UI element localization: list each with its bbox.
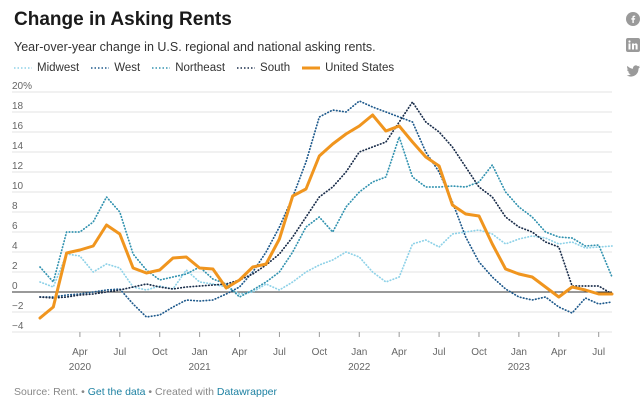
footer-created-with: • Created with — [145, 386, 217, 398]
line-chart: −4 −2 0 2 4 6 8 10 12 14 16 18 20% Apr 2020 Jul Oct Jan 2… — [12, 81, 614, 373]
y-tick-label: 2 — [12, 261, 18, 272]
legend-label-midwest: Midwest — [37, 62, 80, 74]
x-tick-label: Jan — [192, 347, 208, 358]
y-tick-label: 20% — [12, 81, 32, 92]
x-axis: Apr 2020 Jul Oct Jan 2021 Apr Jul Oct Jan 2022 Apr J… — [69, 332, 605, 373]
series-line-united-states — [38, 113, 614, 320]
y-axis: −4 −2 0 2 4 6 8 10 12 14 16 18 20% — [12, 81, 32, 332]
x-tick-year-label: 2023 — [508, 362, 531, 373]
get-data-link[interactable]: Get the data — [87, 386, 146, 398]
x-tick-label: Jan — [351, 347, 367, 358]
chart-title: Change in Asking Rents — [14, 9, 232, 30]
legend-item-south: South — [237, 62, 290, 74]
legend-swatch-united-states — [302, 66, 321, 70]
footer-separator: • — [81, 386, 88, 398]
legend-label-united-states: United States — [325, 62, 395, 74]
x-tick-year-label: 2022 — [348, 362, 371, 373]
y-tick-label: 8 — [12, 201, 18, 212]
y-tick-label: 4 — [12, 241, 18, 252]
legend-item-united-states: United States — [302, 62, 394, 74]
series-lines — [38, 100, 614, 320]
x-tick-year-label: 2021 — [189, 362, 212, 373]
x-tick-label: Jul — [592, 347, 605, 358]
series-line-midwest — [39, 229, 613, 295]
y-tick-label: 18 — [12, 101, 24, 112]
linkedin-icon[interactable] — [626, 38, 640, 52]
legend-swatch-west — [91, 67, 110, 69]
x-tick-label: Jan — [511, 347, 527, 358]
chart-subtitle: Year-over-year change in U.S. regional a… — [14, 40, 376, 54]
x-tick-label: Apr — [232, 347, 248, 358]
footer: Source: Rent. • Get the data • Created w… — [14, 386, 277, 398]
x-tick-label: Jul — [433, 347, 446, 358]
legend-label-northeast: Northeast — [175, 62, 226, 74]
y-tick-label: 0 — [12, 281, 18, 292]
x-tick-label: Oct — [471, 347, 487, 358]
twitter-icon[interactable] — [626, 64, 640, 78]
social-share — [626, 12, 640, 90]
x-tick-label: Jul — [273, 347, 286, 358]
y-tick-label: 10 — [12, 181, 24, 192]
x-tick-label: Apr — [551, 347, 567, 358]
facebook-icon[interactable] — [626, 12, 640, 26]
x-tick-year-label: 2020 — [69, 362, 92, 373]
y-tick-label: 12 — [12, 161, 24, 172]
y-tick-label: 16 — [12, 121, 24, 132]
y-tick-label: −2 — [12, 301, 24, 312]
legend-swatch-midwest — [14, 67, 32, 69]
y-tick-label: −4 — [12, 321, 24, 332]
legend-swatch-northeast — [152, 67, 171, 69]
y-tick-label: 6 — [12, 221, 18, 232]
datawrapper-link[interactable]: Datawrapper — [216, 386, 278, 398]
series-line-south — [39, 101, 613, 299]
legend-item-northeast: Northeast — [152, 62, 225, 74]
y-tick-label: 14 — [12, 141, 24, 152]
series-line-west — [39, 100, 613, 318]
x-tick-label: Oct — [152, 347, 168, 358]
legend-label-south: South — [260, 62, 291, 74]
legend-label-west: West — [114, 62, 141, 74]
legend-swatch-south — [237, 67, 256, 69]
gridlines — [12, 91, 612, 333]
x-tick-label: Apr — [72, 347, 88, 358]
series-line-northeast — [39, 136, 613, 298]
legend-item-west: West — [91, 62, 140, 74]
x-tick-label: Oct — [312, 347, 328, 358]
legend-item-midwest: Midwest — [14, 62, 79, 74]
x-tick-label: Jul — [113, 347, 126, 358]
x-tick-label: Apr — [391, 347, 407, 358]
footer-source: Source: Rent. — [14, 386, 82, 398]
legend: Midwest West Northeast South United Stat… — [14, 62, 394, 74]
